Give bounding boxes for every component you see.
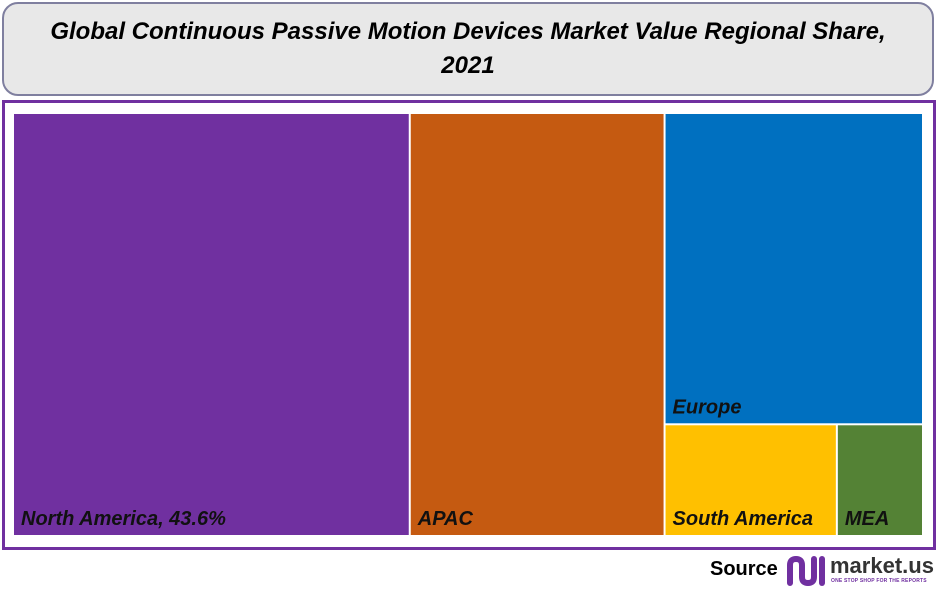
- chart-frame: [2, 100, 936, 550]
- tile-label: South America: [673, 508, 813, 530]
- tile-label: Europe: [673, 396, 742, 418]
- tile-label: MEA: [845, 508, 889, 530]
- brand: market.us: [830, 553, 934, 578]
- tile: [665, 425, 836, 535]
- tile: [837, 425, 922, 535]
- brand-tagline: ONE STOP SHOP FOR THE REPORTS: [831, 578, 927, 584]
- logo-icon: [787, 555, 825, 587]
- tile: [665, 114, 922, 424]
- source-label: Source: [710, 558, 778, 580]
- chart-title: Global Continuous Passive Motion Devices…: [2, 2, 934, 96]
- tile-label: APAC: [417, 508, 474, 530]
- tile: [410, 114, 664, 535]
- tile: [14, 114, 409, 535]
- tile-label: North America, 43.6%: [21, 508, 226, 530]
